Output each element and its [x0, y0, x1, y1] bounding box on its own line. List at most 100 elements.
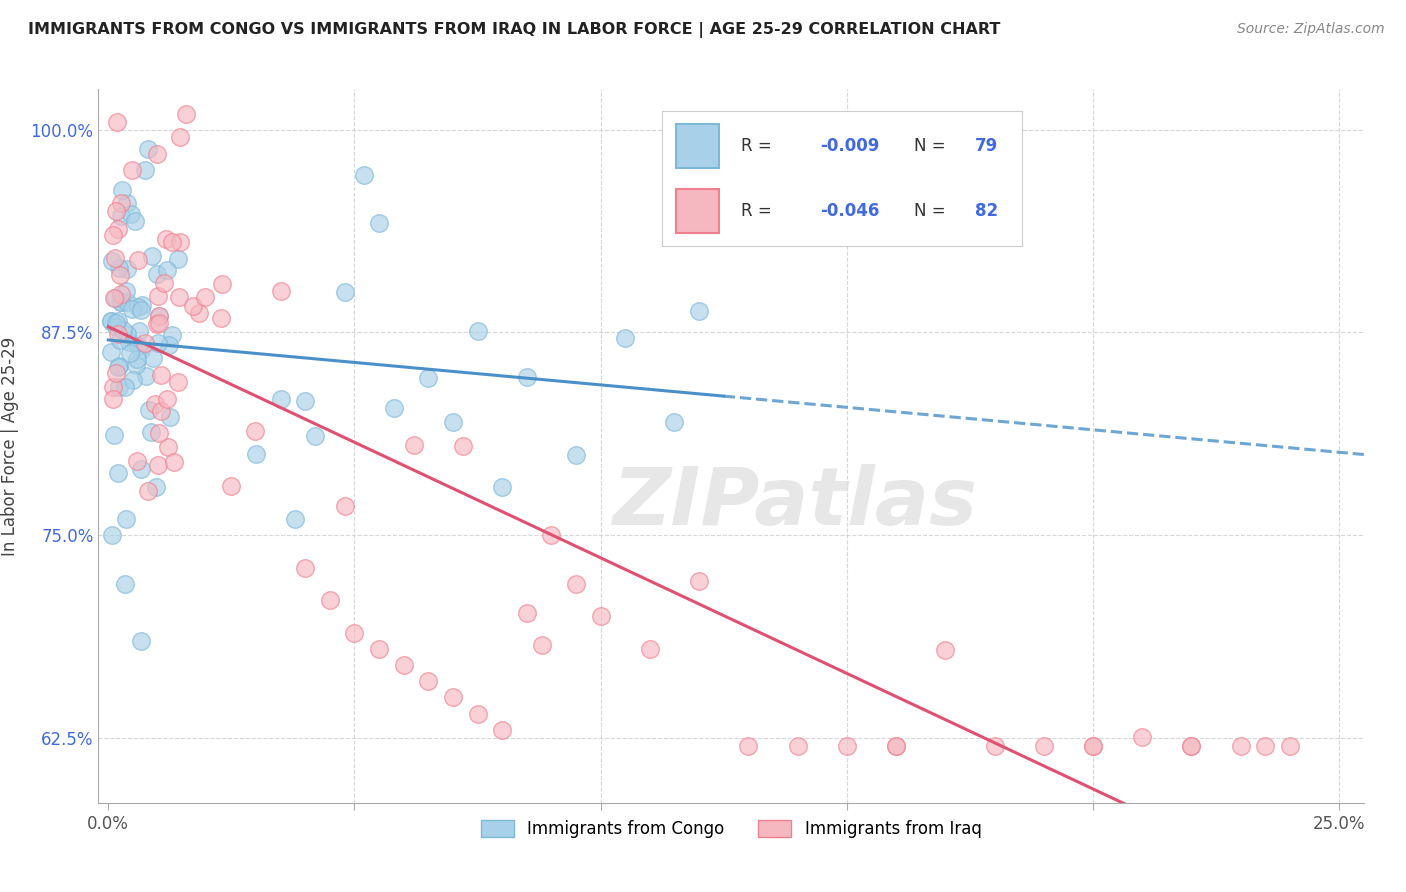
Point [786, 739, 808, 753]
Point [139, 425, 162, 439]
Point [157, 338, 180, 352]
Point [103, 291, 125, 305]
Point [115, 512, 138, 526]
Point [188, 306, 211, 320]
Point [103, 392, 125, 406]
Point [530, 638, 553, 652]
Point [160, 327, 183, 342]
Point [294, 393, 316, 408]
Point [115, 261, 138, 276]
Point [148, 425, 170, 440]
Point [124, 358, 146, 372]
Point [565, 448, 588, 462]
Point [124, 213, 146, 227]
Point [983, 739, 1005, 753]
Point [167, 290, 190, 304]
Point [737, 739, 759, 753]
Point [516, 606, 538, 620]
Point [114, 284, 136, 298]
Point [156, 392, 179, 407]
Point [146, 458, 169, 473]
Point [108, 268, 131, 282]
Point [1278, 739, 1301, 753]
Point [392, 657, 415, 672]
Point [100, 314, 122, 328]
Point [131, 302, 153, 317]
Point [368, 641, 391, 656]
Point [105, 317, 128, 331]
Point [148, 310, 170, 324]
Point [103, 379, 125, 393]
Point [107, 222, 129, 236]
Point [110, 287, 132, 301]
Point [104, 291, 127, 305]
Point [1032, 739, 1054, 753]
Point [402, 438, 425, 452]
Point [934, 643, 956, 657]
Point [353, 169, 375, 183]
Point [136, 142, 159, 156]
Point [121, 163, 143, 178]
Point [107, 359, 129, 373]
Point [105, 114, 128, 128]
Point [418, 371, 440, 385]
Point [467, 706, 489, 721]
Point [127, 454, 149, 468]
Point [100, 314, 122, 328]
Point [418, 674, 440, 689]
Point [108, 380, 131, 394]
Point [162, 235, 184, 249]
Point [110, 195, 132, 210]
Point [118, 334, 141, 349]
Point [121, 373, 143, 387]
Point [884, 739, 907, 753]
Point [319, 593, 342, 607]
Point [1130, 731, 1153, 745]
Text: IMMIGRANTS FROM CONGO VS IMMIGRANTS FROM IRAQ IN LABOR FORCE | AGE 25-29 CORRELA: IMMIGRANTS FROM CONGO VS IMMIGRANTS FROM… [28, 22, 1001, 38]
Point [451, 439, 474, 453]
Point [169, 130, 191, 145]
Point [221, 479, 243, 493]
Point [145, 479, 167, 493]
Point [884, 739, 907, 753]
Point [138, 402, 160, 417]
Point [110, 294, 132, 309]
Point [107, 326, 129, 341]
Point [145, 147, 167, 161]
Point [368, 215, 391, 229]
Point [148, 336, 170, 351]
Point [108, 333, 131, 347]
Point [127, 338, 149, 352]
Point [127, 252, 149, 267]
Point [104, 203, 127, 218]
Point [1229, 739, 1251, 753]
Point [162, 455, 184, 469]
Point [614, 331, 637, 345]
Point [491, 479, 513, 493]
Point [120, 207, 142, 221]
Point [589, 609, 612, 624]
Point [107, 466, 129, 480]
Point [118, 346, 141, 360]
Text: Source: ZipAtlas.com: Source: ZipAtlas.com [1237, 22, 1385, 37]
Point [121, 302, 143, 317]
Point [467, 324, 489, 338]
Point [135, 368, 157, 383]
Point [1081, 739, 1104, 753]
Point [284, 512, 307, 526]
Point [155, 232, 177, 246]
Point [131, 298, 153, 312]
Point [333, 285, 356, 299]
Point [157, 441, 180, 455]
Point [638, 641, 661, 656]
Point [169, 235, 191, 250]
Point [333, 500, 356, 514]
Point [294, 560, 316, 574]
Point [150, 368, 173, 383]
Point [108, 260, 131, 275]
Point [128, 324, 150, 338]
Point [110, 294, 132, 309]
Point [129, 633, 152, 648]
Point [115, 326, 138, 341]
Point [107, 359, 129, 374]
